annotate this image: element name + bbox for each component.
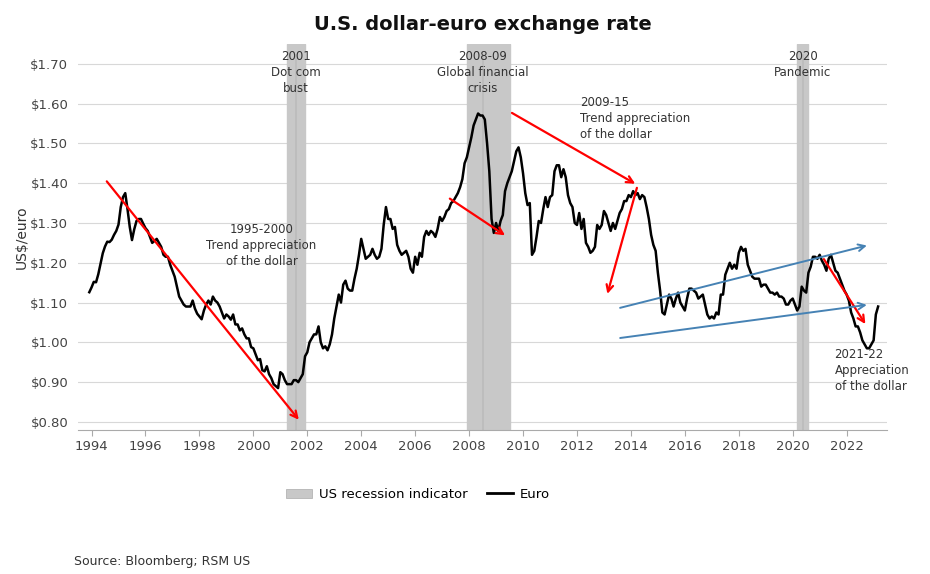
Title: U.S. dollar-euro exchange rate: U.S. dollar-euro exchange rate — [313, 15, 651, 34]
Text: 2020
Pandemic: 2020 Pandemic — [775, 50, 831, 79]
Bar — [797, 44, 808, 430]
Bar — [467, 44, 510, 430]
Text: 2009-15
Trend appreciation
of the dollar: 2009-15 Trend appreciation of the dollar — [579, 96, 690, 141]
Text: 1995-2000
Trend appreciation
of the dollar: 1995-2000 Trend appreciation of the doll… — [206, 223, 316, 268]
Bar — [287, 44, 305, 430]
Text: 2021-22
Appreciation
of the dollar: 2021-22 Appreciation of the dollar — [834, 348, 910, 393]
Legend: US recession indicator, Euro: US recession indicator, Euro — [280, 483, 555, 506]
Text: 2008-09
Global financial
crisis: 2008-09 Global financial crisis — [437, 50, 528, 95]
Text: Source: Bloomberg; RSM US: Source: Bloomberg; RSM US — [74, 555, 251, 568]
Y-axis label: US$/euro: US$/euro — [15, 205, 29, 269]
Text: 2001
Dot com
bust: 2001 Dot com bust — [271, 50, 321, 95]
